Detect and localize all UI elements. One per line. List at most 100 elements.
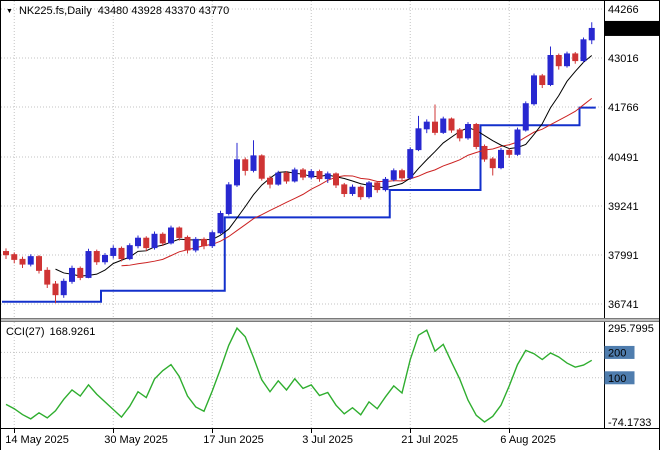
cci-line bbox=[5, 326, 593, 423]
candle-body bbox=[283, 172, 290, 182]
candle-body bbox=[539, 75, 546, 86]
candle-body bbox=[390, 170, 397, 180]
cci-scale-min-label: -74.1733 bbox=[608, 417, 651, 428]
candle-body bbox=[77, 267, 84, 278]
candle-body bbox=[291, 169, 298, 182]
cci-scale-max-label: 295.7995 bbox=[608, 323, 654, 335]
panel-separator[interactable] bbox=[1, 318, 659, 322]
candle-body bbox=[192, 238, 199, 251]
time-axis-label: 3 Jul 2025 bbox=[302, 434, 354, 446]
candle-body bbox=[423, 121, 430, 130]
time-axis-label: 30 May 2025 bbox=[104, 434, 168, 446]
candle-body bbox=[118, 247, 125, 260]
price-axis-label: 41766 bbox=[608, 102, 639, 114]
time-axis-label: 14 May 2025 bbox=[5, 434, 69, 446]
candle-body bbox=[258, 155, 265, 179]
candle-body bbox=[514, 129, 521, 155]
time-axis-tick bbox=[311, 429, 313, 433]
candle-body bbox=[366, 182, 372, 198]
price-axis-label: 40491 bbox=[608, 152, 639, 164]
candle-body bbox=[267, 177, 273, 185]
candle-body bbox=[60, 280, 67, 296]
candle-body bbox=[448, 118, 455, 131]
candle-body bbox=[489, 158, 496, 169]
time-axis-tick bbox=[113, 429, 115, 433]
candle-body bbox=[506, 149, 513, 155]
candle-body bbox=[275, 172, 282, 185]
candle-body bbox=[440, 118, 447, 133]
candle-body bbox=[572, 53, 579, 62]
candle-body bbox=[159, 233, 166, 244]
candle-body bbox=[432, 121, 438, 133]
candle-body bbox=[209, 232, 216, 247]
candle-body bbox=[201, 238, 207, 247]
current-price-label: 43770 bbox=[608, 23, 639, 35]
candle-body bbox=[522, 103, 529, 131]
time-axis[interactable]: 14 May 2025 30 May 2025 17 Jun 2025 3 Jul 2… bbox=[1, 428, 659, 450]
candle-body bbox=[588, 27, 595, 41]
time-axis-tick bbox=[14, 429, 16, 433]
candle-body bbox=[85, 251, 92, 278]
ohlc-readout: 43480 43928 43370 43770 bbox=[97, 5, 230, 17]
ma-line-fast bbox=[55, 55, 593, 277]
price-axis-label: 44266 bbox=[608, 4, 639, 16]
indicator-value-label: 168.9261 bbox=[49, 326, 96, 338]
candle-body bbox=[531, 75, 537, 105]
candle-body bbox=[250, 155, 257, 171]
time-axis-tick bbox=[509, 429, 511, 433]
level-badge-label: 200 bbox=[608, 347, 626, 359]
candle-body bbox=[44, 269, 51, 285]
candle-body bbox=[374, 182, 381, 191]
candle-body bbox=[473, 124, 480, 147]
price-chart-canvas[interactable]: 44266 43016 41766 40491 39241 37991 36741 43770 bbox=[1, 1, 660, 318]
level-badge-label: 100 bbox=[608, 373, 626, 385]
candle-body bbox=[93, 251, 100, 263]
candle-body bbox=[349, 186, 356, 195]
candle-body bbox=[580, 39, 587, 62]
candle-body bbox=[498, 149, 504, 169]
candle-body bbox=[102, 254, 108, 263]
candle-body bbox=[69, 267, 75, 282]
candle-body bbox=[308, 171, 315, 178]
candle-body bbox=[52, 283, 59, 296]
candle-body bbox=[11, 254, 18, 260]
candle-body bbox=[19, 258, 26, 265]
time-axis-tick bbox=[410, 429, 412, 433]
candle-body bbox=[110, 247, 117, 256]
indicator-name-label: CCI(27) bbox=[6, 326, 45, 338]
candle-body bbox=[3, 251, 9, 256]
time-axis-label: 17 Jun 2025 bbox=[203, 434, 264, 446]
ma-line-slow bbox=[121, 97, 593, 267]
chart-menu-icon[interactable]: ▼ bbox=[6, 7, 13, 15]
time-axis-label: 21 Jul 2025 bbox=[401, 434, 459, 446]
candle-body bbox=[184, 236, 191, 251]
candle-body bbox=[225, 184, 232, 215]
candle-body bbox=[217, 213, 224, 234]
price-axis-label: 37991 bbox=[608, 250, 639, 262]
candle-body bbox=[564, 53, 570, 67]
candle-body bbox=[547, 54, 554, 86]
level-badge bbox=[604, 371, 635, 385]
candle-body bbox=[465, 124, 471, 139]
candle-body bbox=[242, 159, 249, 171]
candle-body bbox=[399, 170, 405, 179]
candle-body bbox=[456, 129, 463, 139]
support-step-line bbox=[2, 106, 596, 303]
candle-body bbox=[176, 227, 183, 238]
candle-body bbox=[415, 128, 422, 151]
candle-body bbox=[316, 171, 323, 180]
candle-body bbox=[382, 178, 389, 191]
symbol-period-label: NK225.fs,Daily bbox=[18, 5, 92, 17]
indicator-chart-canvas[interactable]: 295.7995 -74.1733 200 100 bbox=[1, 322, 660, 428]
candle-body bbox=[555, 54, 562, 67]
candle-body bbox=[27, 256, 34, 265]
indicator-title-bar: CCI(27) 168.9261 bbox=[6, 326, 95, 338]
candle-body bbox=[407, 149, 414, 179]
price-axis-label: 39241 bbox=[608, 201, 639, 213]
chart-title-bar: ▼ NK225.fs,Daily 43480 43928 43370 43770 bbox=[6, 5, 229, 17]
candle-body bbox=[481, 145, 488, 160]
candle-body bbox=[143, 237, 150, 249]
candle-body bbox=[333, 173, 339, 186]
candle-body bbox=[126, 245, 133, 260]
